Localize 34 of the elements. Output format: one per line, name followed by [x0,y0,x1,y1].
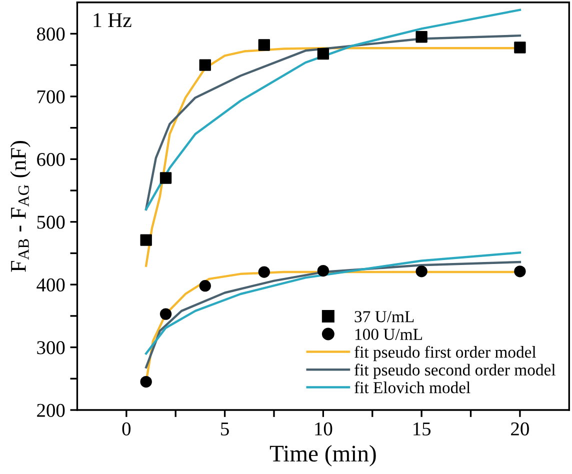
y-axis-title: F$_{AB}$ - F$_{AG}$ (nF) [10,140,30,272]
legend-label: 37 U/mL [354,311,414,322]
point [258,39,270,51]
annotation: 1 Hz [94,13,132,28]
x-tick-label: 15 [414,422,431,436]
point [199,59,211,71]
x-tick-label: 0 [122,422,131,436]
point [514,266,526,278]
y-tick-label: 800 [36,28,65,41]
point [317,48,330,60]
point [199,280,211,292]
y-tick-label: 500 [37,216,65,229]
x-tick-label: 5 [221,422,229,436]
point [317,264,330,277]
y-tick-label: 200 [37,404,65,417]
point [140,234,152,246]
legend-label: fit pseudo second order model [354,364,556,379]
point [160,308,172,320]
y-tick-label: 700 [38,90,65,104]
x-axis-title: Time (min) [270,445,376,466]
point [416,266,428,278]
x-tick-label: 20 [511,422,529,436]
point [416,31,428,43]
point [514,42,526,54]
point [140,376,152,388]
y-tick-label: 400 [36,278,65,292]
point [160,172,172,184]
y-tick-label: 600 [37,152,65,166]
x-tick-label: 10 [315,422,332,436]
point [258,266,270,278]
legend-label: 100 U/mL [355,328,422,340]
legend-label: fit pseudo first order model [354,346,536,362]
y-tick-label: 300 [37,341,65,354]
legend-label: fit Elovich model [354,381,470,394]
